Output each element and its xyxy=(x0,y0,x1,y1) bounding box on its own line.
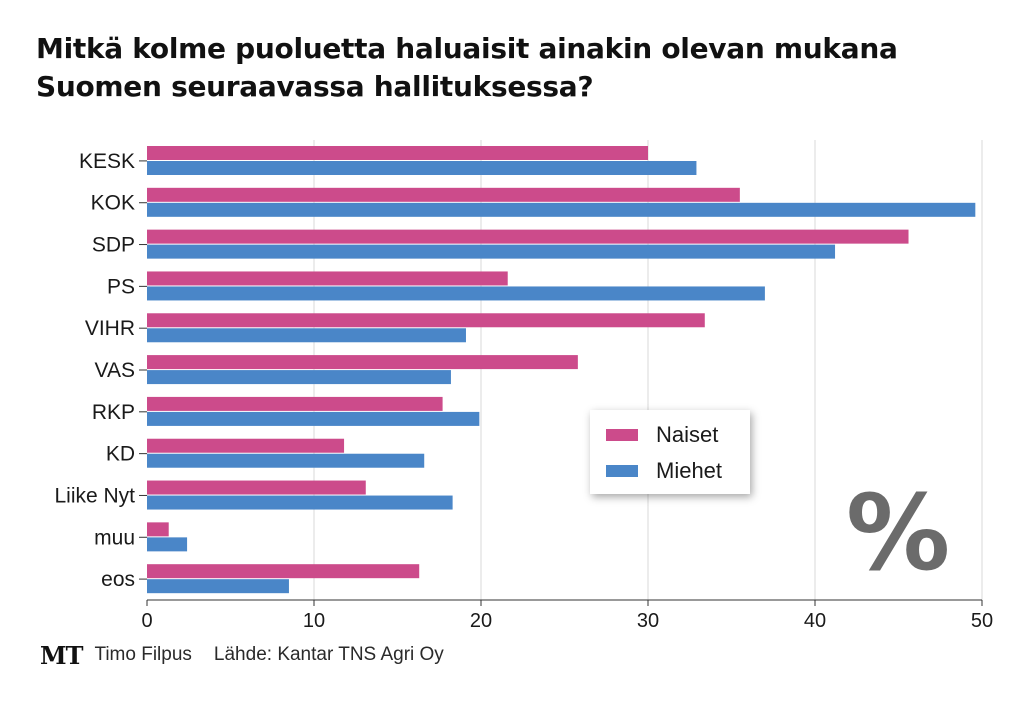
bar-naiset xyxy=(147,187,740,202)
legend-swatch-miehet xyxy=(606,465,638,477)
bar-miehet xyxy=(147,453,425,468)
category-label: eos xyxy=(101,568,135,591)
percent-unit-symbol: % xyxy=(846,472,951,594)
bar-naiset xyxy=(147,438,345,453)
category-label: RKP xyxy=(92,401,135,424)
bar-miehet xyxy=(147,370,451,385)
author-credit: Timo Filpus xyxy=(94,644,192,665)
source-credit: Lähde: Kantar TNS Agri Oy xyxy=(213,644,444,665)
x-tick-label: 0 xyxy=(141,610,152,632)
legend-item-naiset: Naiset xyxy=(606,422,718,448)
bar-miehet xyxy=(147,286,765,301)
x-tick-label: 50 xyxy=(971,610,993,632)
bar-naiset xyxy=(147,522,169,537)
x-tick-label: 40 xyxy=(804,610,826,632)
chart-legend: Naiset Miehet xyxy=(590,410,750,494)
footer: MT Timo Filpus Lähde: Kantar TNS Agri Oy xyxy=(40,640,444,670)
bar-naiset xyxy=(147,480,366,495)
x-tick-label: 30 xyxy=(637,610,659,632)
category-label: KESK xyxy=(79,150,135,173)
chart-title: Mitkä kolme puoluetta haluaisit ainakin … xyxy=(36,32,898,103)
category-label: Liike Nyt xyxy=(54,484,135,507)
category-label: PS xyxy=(107,275,135,298)
legend-label-naiset: Naiset xyxy=(656,422,719,447)
legend-swatch-naiset xyxy=(606,429,638,441)
x-tick-label: 20 xyxy=(470,610,492,632)
bar-naiset xyxy=(147,564,420,579)
bar-miehet xyxy=(147,411,480,426)
bar-miehet xyxy=(147,202,976,217)
category-label: SDP xyxy=(92,234,135,257)
category-label: KOK xyxy=(91,192,135,215)
bar-naiset xyxy=(147,396,443,411)
bar-miehet xyxy=(147,244,836,259)
category-label: KD xyxy=(106,443,135,466)
category-label: VIHR xyxy=(85,317,135,340)
bar-miehet xyxy=(147,495,453,510)
legend-item-miehet: Miehet xyxy=(606,458,722,484)
x-tick-label: 10 xyxy=(303,610,325,632)
mt-logo: MT xyxy=(40,640,83,670)
bar-miehet xyxy=(147,328,466,343)
bar-naiset xyxy=(147,313,705,328)
bar-miehet xyxy=(147,161,697,175)
category-label: VAS xyxy=(95,359,135,382)
category-label: muu xyxy=(94,526,135,549)
bar-naiset xyxy=(147,271,508,286)
bar-miehet xyxy=(147,537,188,552)
bar-miehet xyxy=(147,579,289,594)
bar-naiset xyxy=(147,146,648,160)
legend-label-miehet: Miehet xyxy=(656,458,723,483)
bar-naiset xyxy=(147,355,578,370)
bar-naiset xyxy=(147,229,909,244)
